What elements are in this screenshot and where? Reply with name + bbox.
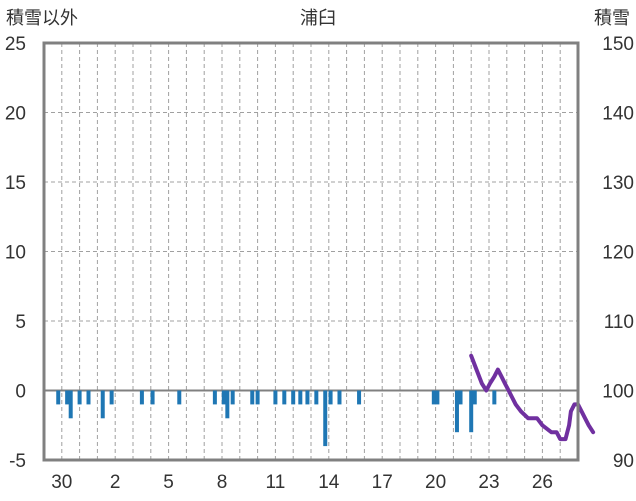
bar bbox=[255, 390, 260, 405]
bar bbox=[305, 390, 310, 405]
x-tick-label: 11 bbox=[266, 472, 286, 493]
x-tick-label: 8 bbox=[217, 472, 228, 493]
bar bbox=[282, 390, 287, 405]
bar bbox=[177, 390, 182, 405]
left-tick-label: 5 bbox=[15, 312, 26, 333]
left-axis-label: 積雪以外 bbox=[6, 8, 78, 29]
x-tick-label: 20 bbox=[425, 472, 446, 493]
bar bbox=[458, 390, 463, 405]
x-tick-label: 30 bbox=[51, 472, 72, 493]
bar bbox=[250, 390, 255, 405]
left-tick-label: 25 bbox=[5, 34, 26, 55]
bar bbox=[435, 390, 440, 405]
bar bbox=[109, 390, 114, 405]
left-tick-label: 20 bbox=[5, 104, 26, 125]
bar-layer bbox=[56, 390, 497, 447]
line-layer bbox=[469, 353, 596, 442]
x-tick-label: 5 bbox=[163, 472, 174, 493]
bar bbox=[337, 390, 342, 405]
left-tick-label: -5 bbox=[9, 451, 26, 472]
bar bbox=[56, 390, 61, 405]
bar bbox=[150, 390, 155, 405]
x-tick-label: 26 bbox=[532, 472, 553, 493]
bar bbox=[431, 390, 436, 405]
bar bbox=[230, 390, 235, 405]
bar bbox=[225, 390, 230, 419]
right-tick-label: 110 bbox=[604, 312, 634, 333]
bar bbox=[291, 390, 296, 405]
bar bbox=[86, 390, 91, 405]
bar bbox=[139, 390, 144, 405]
bar bbox=[273, 390, 278, 405]
bar bbox=[472, 390, 477, 405]
frame-layer bbox=[42, 41, 580, 462]
bar bbox=[328, 390, 333, 405]
left-tick-label: 15 bbox=[5, 173, 26, 194]
x-tick-label: 17 bbox=[372, 472, 393, 493]
bar bbox=[77, 390, 82, 405]
bar bbox=[454, 390, 459, 433]
plot-frame bbox=[42, 41, 580, 462]
x-tick-label: 2 bbox=[110, 472, 121, 493]
right-tick-label: 120 bbox=[602, 243, 634, 264]
right-tick-label: 150 bbox=[602, 34, 634, 55]
right-tick-label: 140 bbox=[602, 104, 634, 125]
bar bbox=[298, 390, 303, 405]
bar bbox=[221, 390, 226, 405]
right-tick-label: 90 bbox=[613, 451, 634, 472]
bar bbox=[65, 390, 70, 405]
grid-layer bbox=[44, 43, 578, 460]
left-tick-label: 10 bbox=[5, 243, 26, 264]
bar bbox=[492, 390, 497, 405]
x-tick-label: 14 bbox=[318, 472, 340, 493]
left-tick-label: 0 bbox=[15, 382, 26, 403]
right-tick-label: 130 bbox=[602, 173, 634, 194]
x-tick-label: 23 bbox=[478, 472, 499, 493]
bar bbox=[357, 390, 362, 405]
bar bbox=[100, 390, 105, 419]
bar bbox=[212, 390, 217, 405]
bar bbox=[323, 390, 328, 447]
right-tick-label: 100 bbox=[602, 382, 634, 403]
bar bbox=[314, 390, 319, 405]
bar bbox=[469, 390, 474, 433]
right-axis-label: 積雪 bbox=[594, 8, 630, 29]
chart-title: 浦臼 bbox=[300, 8, 336, 29]
bar bbox=[68, 390, 73, 419]
snow-depth-line bbox=[469, 353, 596, 442]
